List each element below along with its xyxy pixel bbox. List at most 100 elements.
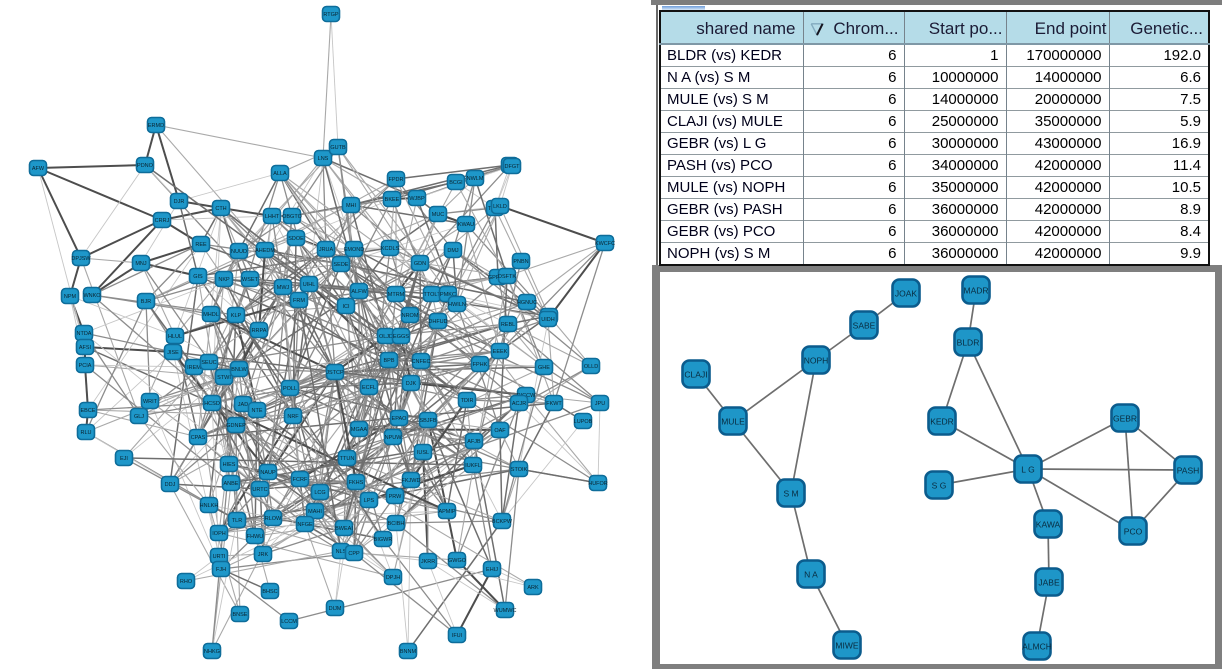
svg-text:NOPH: NOPH xyxy=(804,356,829,366)
svg-text:SDOE: SDOE xyxy=(288,236,304,242)
svg-text:IFUI: IFUI xyxy=(452,633,463,639)
svg-text:STWI: STWI xyxy=(217,375,231,381)
svg-text:STOIK: STOIK xyxy=(511,467,528,473)
svg-text:AFSI: AFSI xyxy=(79,345,92,351)
svg-text:HGNUC: HGNUC xyxy=(517,300,537,306)
svg-text:RHO: RHO xyxy=(180,579,193,585)
svg-text:CPP: CPP xyxy=(348,551,360,557)
svg-text:MUC: MUC xyxy=(432,212,445,218)
svg-text:DJK: DJK xyxy=(406,381,417,387)
svg-text:MHI: MHI xyxy=(346,203,357,209)
svg-text:JPU: JPU xyxy=(595,401,605,407)
svg-text:DHFUD: DHFUD xyxy=(428,319,447,325)
svg-text:TLR: TLR xyxy=(232,518,242,524)
svg-text:TDIR: TDIR xyxy=(461,398,474,404)
svg-text:NAUP: NAUP xyxy=(260,470,276,476)
svg-text:CRRJ: CRRJ xyxy=(155,218,170,224)
svg-text:LPS: LPS xyxy=(364,498,375,504)
svg-text:ARK: ARK xyxy=(527,585,539,591)
svg-text:HNLKH: HNLKH xyxy=(200,503,219,509)
svg-text:BLDR: BLDR xyxy=(957,338,980,348)
svg-text:REE: REE xyxy=(195,242,207,248)
svg-text:NROM: NROM xyxy=(402,313,419,319)
svg-text:JISE: JISE xyxy=(167,350,179,356)
svg-text:N A: N A xyxy=(804,570,818,580)
svg-text:OLLD: OLLD xyxy=(584,364,598,370)
svg-text:BIGWR: BIGWR xyxy=(374,537,393,543)
svg-text:LUPOB: LUPOB xyxy=(574,419,593,425)
svg-text:WSET: WSET xyxy=(242,277,259,283)
svg-text:S G: S G xyxy=(932,481,947,491)
svg-text:PRW: PRW xyxy=(389,494,403,500)
svg-text:HUFOR: HUFOR xyxy=(588,481,608,487)
svg-text:IOPH: IOPH xyxy=(212,531,225,537)
svg-text:NUUD: NUUD xyxy=(231,249,247,255)
svg-text:JKRR: JKRR xyxy=(421,559,435,565)
svg-text:DMJ: DMJ xyxy=(447,248,459,254)
svg-text:JSTCP: JSTCP xyxy=(326,370,344,376)
svg-text:EGGS: EGGS xyxy=(393,334,409,340)
svg-text:FKJWD: FKJWD xyxy=(402,478,421,484)
svg-text:OLJD: OLJD xyxy=(379,334,393,340)
svg-text:PCIA: PCIA xyxy=(79,363,92,369)
svg-text:DFGT: DFGT xyxy=(505,164,521,170)
svg-text:AFJB: AFJB xyxy=(467,439,481,445)
svg-text:WJBP: WJBP xyxy=(409,196,425,202)
svg-text:WRIT: WRIT xyxy=(143,399,158,405)
svg-text:FKWT: FKWT xyxy=(546,401,562,407)
svg-text:AHEDM: AHEDM xyxy=(255,248,275,254)
svg-text:BCGI: BCGI xyxy=(449,180,463,186)
svg-text:TTUN: TTUN xyxy=(340,456,355,462)
svg-text:LNS: LNS xyxy=(318,156,329,162)
svg-text:DJR: DJR xyxy=(174,199,185,205)
svg-text:MNJ: MNJ xyxy=(135,261,147,267)
svg-text:GEBR: GEBR xyxy=(1113,414,1137,424)
svg-text:PNBN: PNBN xyxy=(513,259,528,265)
svg-text:BKEE: BKEE xyxy=(385,197,400,203)
svg-text:NTE: NTE xyxy=(252,408,263,414)
svg-text:FKHS: FKHS xyxy=(349,480,364,486)
svg-text:RLU: RLU xyxy=(80,430,91,436)
svg-text:FPDR: FPDR xyxy=(389,177,404,183)
svg-text:TTOLT: TTOLT xyxy=(424,292,442,298)
svg-text:NTDA: NTDA xyxy=(77,331,92,337)
svg-text:URTI: URTI xyxy=(213,554,226,560)
svg-text:POLL: POLL xyxy=(283,386,297,392)
svg-text:REBL: REBL xyxy=(501,322,515,328)
svg-text:EJI: EJI xyxy=(120,456,128,462)
svg-text:WNKO: WNKO xyxy=(83,293,101,299)
svg-text:UIHL: UIHL xyxy=(303,282,316,288)
svg-text:LKLD: LKLD xyxy=(493,204,507,210)
svg-text:FPHK: FPHK xyxy=(473,362,488,368)
svg-text:ACJR: ACJR xyxy=(512,401,526,407)
svg-text:GLJ: GLJ xyxy=(134,414,144,420)
svg-text:FJH: FJH xyxy=(216,567,226,573)
svg-text:NPUW: NPUW xyxy=(385,435,403,441)
svg-text:IUKFL: IUKFL xyxy=(465,463,481,469)
svg-text:AFW: AFW xyxy=(32,166,45,172)
svg-text:ANBE: ANBE xyxy=(224,481,239,487)
svg-text:IREM: IREM xyxy=(187,365,201,371)
svg-text:ERMD: ERMD xyxy=(148,123,164,129)
svg-text:BNNM: BNNM xyxy=(400,649,417,655)
svg-text:GUTB: GUTB xyxy=(330,145,346,151)
svg-text:GDN: GDN xyxy=(414,261,426,267)
svg-text:JABE: JABE xyxy=(1038,578,1060,588)
svg-text:ECFL: ECFL xyxy=(362,385,376,391)
svg-text:EBCE: EBCE xyxy=(81,408,96,414)
svg-text:SEUC: SEUC xyxy=(201,360,216,366)
svg-text:MIWE: MIWE xyxy=(835,641,858,651)
svg-text:SABE: SABE xyxy=(853,321,876,331)
svg-text:ALFW: ALFW xyxy=(351,289,367,295)
svg-text:NLS: NLS xyxy=(336,549,347,555)
svg-text:JOAK: JOAK xyxy=(895,289,918,299)
svg-text:PDNO: PDNO xyxy=(137,163,154,169)
svg-text:OAF: OAF xyxy=(494,428,506,434)
svg-text:ALMCH: ALMCH xyxy=(1022,642,1052,652)
svg-text:BNSE: BNSE xyxy=(233,612,248,618)
svg-text:HIES: HIES xyxy=(223,462,236,468)
svg-text:DPJH: DPJH xyxy=(386,575,400,581)
svg-text:RRPA: RRPA xyxy=(252,328,267,334)
svg-text:CLAJI: CLAJI xyxy=(684,370,707,380)
svg-text:BWEAI: BWEAI xyxy=(335,526,353,532)
